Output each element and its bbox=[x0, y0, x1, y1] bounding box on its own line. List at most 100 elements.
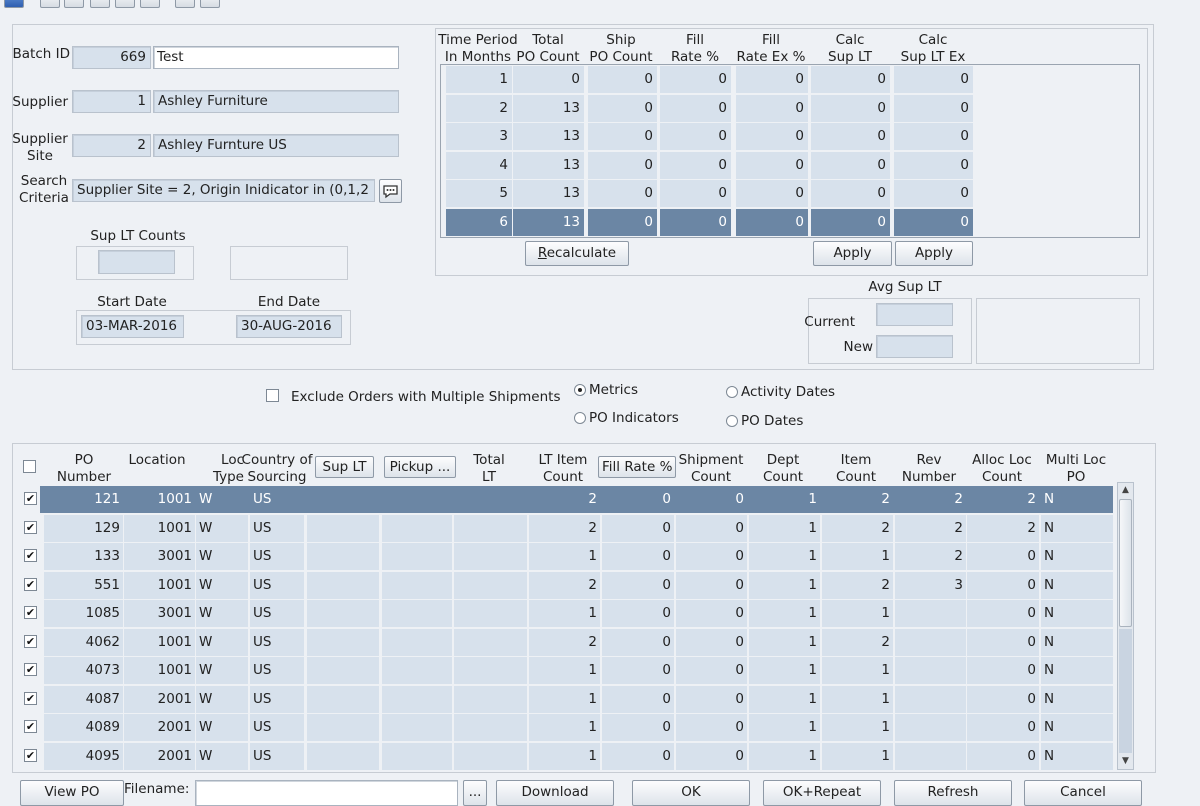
row-checkbox[interactable]: ✔ bbox=[24, 663, 37, 676]
cell-total-lt[interactable] bbox=[454, 714, 527, 741]
refresh-button[interactable]: Refresh bbox=[894, 780, 1012, 806]
metrics-cell-fill-rate-ex[interactable]: 0 bbox=[736, 180, 808, 207]
cell-dept-count[interactable]: 1 bbox=[749, 657, 820, 684]
cell-fill-rate[interactable]: 0 bbox=[602, 714, 674, 741]
cell-po-number[interactable]: 1085 bbox=[44, 600, 123, 627]
cell-total-lt[interactable] bbox=[454, 571, 527, 599]
metrics-cell-fill-rate[interactable]: 0 bbox=[660, 180, 731, 207]
cell-country-of-sourcing[interactable]: US bbox=[250, 514, 304, 542]
cell-multi-loc-po[interactable]: N bbox=[1041, 514, 1113, 542]
end-date-field[interactable]: 30-AUG-2016 bbox=[236, 315, 342, 338]
metrics-cell-fill-rate-ex[interactable]: 0 bbox=[736, 123, 808, 150]
cell-alloc-loc-count[interactable]: 2 bbox=[967, 486, 1039, 513]
po-grid-scrollbar[interactable]: ▲ ▼ bbox=[1117, 482, 1134, 770]
cell-alloc-loc-count[interactable]: 0 bbox=[967, 543, 1039, 570]
cell-multi-loc-po[interactable]: N bbox=[1041, 571, 1113, 599]
cell-multi-loc-po[interactable]: N bbox=[1041, 714, 1113, 741]
scroll-thumb[interactable] bbox=[1119, 499, 1132, 627]
cell-item-count[interactable]: 1 bbox=[822, 742, 893, 770]
search-criteria-button[interactable] bbox=[379, 179, 402, 203]
cell-alloc-loc-count[interactable]: 0 bbox=[967, 628, 1039, 656]
scroll-down-arrow-icon[interactable]: ▼ bbox=[1122, 756, 1129, 766]
cell-alloc-loc-count[interactable]: 0 bbox=[967, 600, 1039, 627]
metrics-cell-ship-po-count[interactable]: 0 bbox=[588, 66, 657, 93]
metrics-cell-calc-sup-lt[interactable]: 0 bbox=[811, 180, 890, 207]
start-date-field[interactable]: 03-MAR-2016 bbox=[81, 315, 184, 338]
metrics-cell-calc-sup-lt[interactable]: 0 bbox=[811, 151, 890, 179]
supplier-id-field[interactable]: 1 bbox=[72, 90, 151, 113]
cell-dept-count[interactable]: 1 bbox=[749, 714, 820, 741]
metrics-radio[interactable] bbox=[574, 384, 586, 396]
row-checkbox[interactable]: ✔ bbox=[24, 549, 37, 562]
refresh-icon[interactable] bbox=[40, 0, 60, 8]
batch-id-field[interactable]: 669 bbox=[72, 46, 151, 69]
cell-loc-type[interactable]: W bbox=[196, 657, 248, 684]
ok-repeat-button[interactable]: OK+Repeat bbox=[763, 780, 881, 806]
cell-country-of-sourcing[interactable]: US bbox=[250, 600, 304, 627]
cell-location[interactable]: 1001 bbox=[124, 628, 195, 656]
metrics-cell-time-period[interactable]: 5 bbox=[446, 180, 512, 207]
cell-pickup[interactable] bbox=[382, 514, 452, 542]
cell-lt-item-count[interactable]: 2 bbox=[529, 571, 600, 599]
metrics-cell-time-period[interactable]: 1 bbox=[446, 66, 512, 93]
metrics-cell-calc-sup-lt-ex[interactable]: 0 bbox=[894, 180, 973, 207]
cell-rev-number[interactable]: 2 bbox=[895, 486, 966, 513]
cell-sup-lt[interactable] bbox=[307, 514, 379, 542]
metrics-cell-calc-sup-lt-ex[interactable]: 0 bbox=[894, 151, 973, 179]
metrics-cell-calc-sup-lt[interactable]: 0 bbox=[811, 123, 890, 150]
cell-pickup[interactable] bbox=[382, 543, 452, 570]
row-checkbox[interactable]: ✔ bbox=[24, 720, 37, 733]
view-icon[interactable] bbox=[140, 0, 160, 8]
cell-total-lt[interactable] bbox=[454, 742, 527, 770]
cell-country-of-sourcing[interactable]: US bbox=[250, 628, 304, 656]
metrics-cell-calc-sup-lt[interactable]: 0 bbox=[811, 208, 890, 236]
metrics-cell-time-period[interactable]: 6 bbox=[446, 208, 512, 236]
cell-total-lt[interactable] bbox=[454, 600, 527, 627]
cell-location[interactable]: 1001 bbox=[124, 486, 195, 513]
cell-dept-count[interactable]: 1 bbox=[749, 571, 820, 599]
exclude-multiple-shipments-checkbox[interactable] bbox=[266, 389, 279, 402]
metrics-cell-time-period[interactable]: 4 bbox=[446, 151, 512, 179]
metrics-cell-calc-sup-lt-ex[interactable]: 0 bbox=[894, 94, 973, 122]
cell-multi-loc-po[interactable]: N bbox=[1041, 543, 1113, 570]
cell-location[interactable]: 3001 bbox=[124, 600, 195, 627]
cell-rev-number[interactable] bbox=[895, 600, 966, 627]
browse-button[interactable]: ... bbox=[463, 780, 487, 806]
window-icon[interactable] bbox=[200, 0, 220, 8]
cell-rev-number[interactable]: 2 bbox=[895, 514, 966, 542]
cell-po-number[interactable]: 4073 bbox=[44, 657, 123, 684]
row-checkbox[interactable]: ✔ bbox=[24, 691, 37, 705]
cell-multi-loc-po[interactable]: N bbox=[1041, 628, 1113, 656]
cell-country-of-sourcing[interactable]: US bbox=[250, 486, 304, 513]
cell-po-number[interactable]: 121 bbox=[44, 486, 123, 513]
cell-rev-number[interactable]: 3 bbox=[895, 571, 966, 599]
cell-shipment-count[interactable]: 0 bbox=[676, 685, 747, 713]
cell-sup-lt[interactable] bbox=[307, 571, 379, 599]
cell-alloc-loc-count[interactable]: 2 bbox=[967, 514, 1039, 542]
cell-rev-number[interactable]: 2 bbox=[895, 543, 966, 570]
metrics-cell-ship-po-count[interactable]: 0 bbox=[588, 123, 657, 150]
cell-po-number[interactable]: 133 bbox=[44, 543, 123, 570]
metrics-cell-calc-sup-lt-ex[interactable]: 0 bbox=[894, 66, 973, 93]
cell-sup-lt[interactable] bbox=[307, 714, 379, 741]
cell-po-number[interactable]: 4087 bbox=[44, 685, 123, 713]
cell-lt-item-count[interactable]: 1 bbox=[529, 742, 600, 770]
cell-rev-number[interactable] bbox=[895, 685, 966, 713]
cell-country-of-sourcing[interactable]: US bbox=[250, 657, 304, 684]
cell-sup-lt[interactable] bbox=[307, 628, 379, 656]
cell-shipment-count[interactable]: 0 bbox=[676, 514, 747, 542]
sup-lt-header-button[interactable]: Sup LT bbox=[315, 456, 374, 478]
cell-lt-item-count[interactable]: 1 bbox=[529, 600, 600, 627]
metrics-cell-calc-sup-lt[interactable]: 0 bbox=[811, 94, 890, 122]
fill-rate-header-button[interactable]: Fill Rate % bbox=[598, 456, 676, 478]
metrics-cell-time-period[interactable]: 2 bbox=[446, 94, 512, 122]
cell-shipment-count[interactable]: 0 bbox=[676, 543, 747, 570]
cell-location[interactable]: 1001 bbox=[124, 657, 195, 684]
print-icon[interactable] bbox=[115, 0, 135, 8]
cell-item-count[interactable]: 1 bbox=[822, 657, 893, 684]
cell-loc-type[interactable]: W bbox=[196, 571, 248, 599]
cell-item-count[interactable]: 2 bbox=[822, 486, 893, 513]
edit-icon[interactable] bbox=[64, 0, 84, 8]
cell-loc-type[interactable]: W bbox=[196, 685, 248, 713]
cell-alloc-loc-count[interactable]: 0 bbox=[967, 685, 1039, 713]
